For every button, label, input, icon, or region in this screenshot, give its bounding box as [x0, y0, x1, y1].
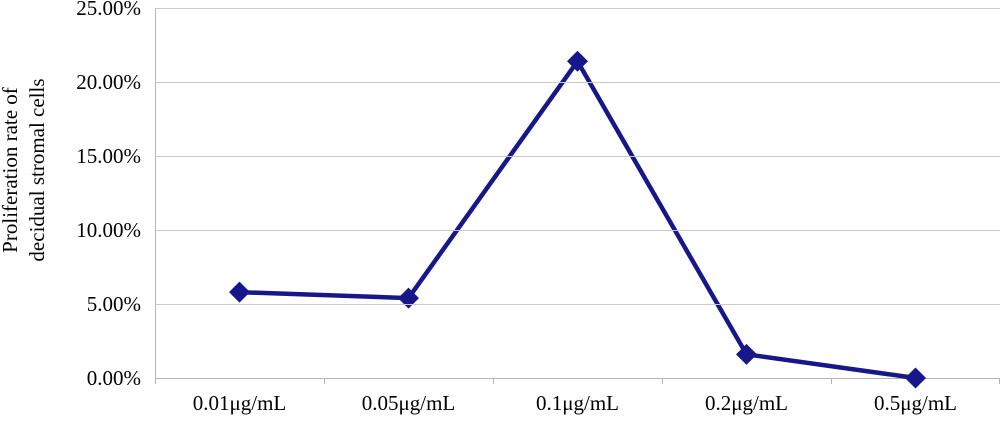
plot-area: [229, 50, 926, 389]
x-axis-tick-label: 0.05μg/mL: [361, 391, 456, 415]
data-point-marker: [905, 367, 926, 389]
x-axis-tick-label: 0.1μg/mL: [535, 391, 619, 415]
x-axis-tick-mark: [662, 378, 663, 384]
x-axis-tick-mark: [493, 378, 494, 384]
data-point-marker: [736, 343, 757, 365]
y-axis-tick-label: 0.00%: [86, 366, 141, 390]
x-axis-line: [155, 378, 1000, 379]
y-axis-tick-label: 25.00%: [76, 0, 141, 20]
x-axis-tick-label: 0.2μg/mL: [704, 391, 788, 415]
y-axis-tick-label: 15.00%: [76, 144, 141, 168]
y-axis-line: [155, 8, 156, 379]
y-axis-tick-label: 5.00%: [86, 292, 141, 316]
y-axis-title-line-1: Proliferation rate of: [0, 87, 22, 253]
x-axis-tick-mark: [831, 378, 832, 384]
data-point-marker: [398, 287, 419, 309]
series-line: [239, 57, 916, 381]
gridline: [155, 82, 1000, 83]
gridline: [155, 156, 1000, 157]
gridline: [155, 230, 1000, 231]
x-axis-tick-label: 0.5μg/mL: [873, 391, 957, 415]
x-axis-tick-mark: [155, 378, 156, 384]
gridline: [155, 8, 1000, 9]
x-axis-tick-label: 0.01μg/mL: [192, 391, 287, 415]
y-axis-tick-label: 20.00%: [76, 70, 141, 94]
data-point-marker: [229, 281, 250, 303]
x-axis-tick-mark: [324, 378, 325, 384]
data-point-marker: [567, 50, 588, 72]
gridline: [155, 304, 1000, 305]
y-axis-tick-label: 10.00%: [76, 218, 141, 242]
